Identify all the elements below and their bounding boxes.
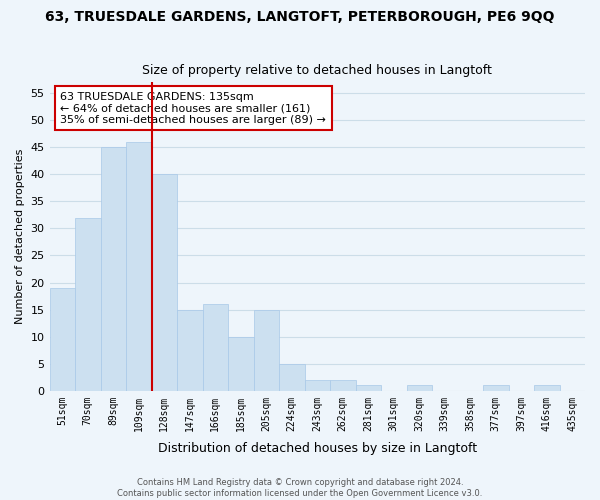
Bar (152, 174, 177, 391)
Bar (254, 310, 279, 391)
Bar (330, 380, 356, 391)
X-axis label: Distribution of detached houses by size in Langtoft: Distribution of detached houses by size … (158, 442, 477, 455)
Bar (356, 386, 381, 391)
Bar (407, 386, 432, 391)
Bar (483, 386, 509, 391)
Bar (279, 364, 305, 391)
Y-axis label: Number of detached properties: Number of detached properties (15, 149, 25, 324)
Title: Size of property relative to detached houses in Langtoft: Size of property relative to detached ho… (142, 64, 492, 77)
Bar (50, 288, 75, 391)
Bar (228, 336, 254, 391)
Bar (203, 304, 228, 391)
Bar (75, 218, 101, 391)
Text: Contains HM Land Registry data © Crown copyright and database right 2024.
Contai: Contains HM Land Registry data © Crown c… (118, 478, 482, 498)
Bar (101, 148, 126, 391)
Bar (534, 386, 560, 391)
Text: 63, TRUESDALE GARDENS, LANGTOFT, PETERBOROUGH, PE6 9QQ: 63, TRUESDALE GARDENS, LANGTOFT, PETERBO… (45, 10, 555, 24)
Bar (305, 380, 330, 391)
Bar (126, 142, 152, 391)
Bar (177, 310, 203, 391)
Text: 63 TRUESDALE GARDENS: 135sqm
← 64% of detached houses are smaller (161)
35% of s: 63 TRUESDALE GARDENS: 135sqm ← 64% of de… (60, 92, 326, 125)
